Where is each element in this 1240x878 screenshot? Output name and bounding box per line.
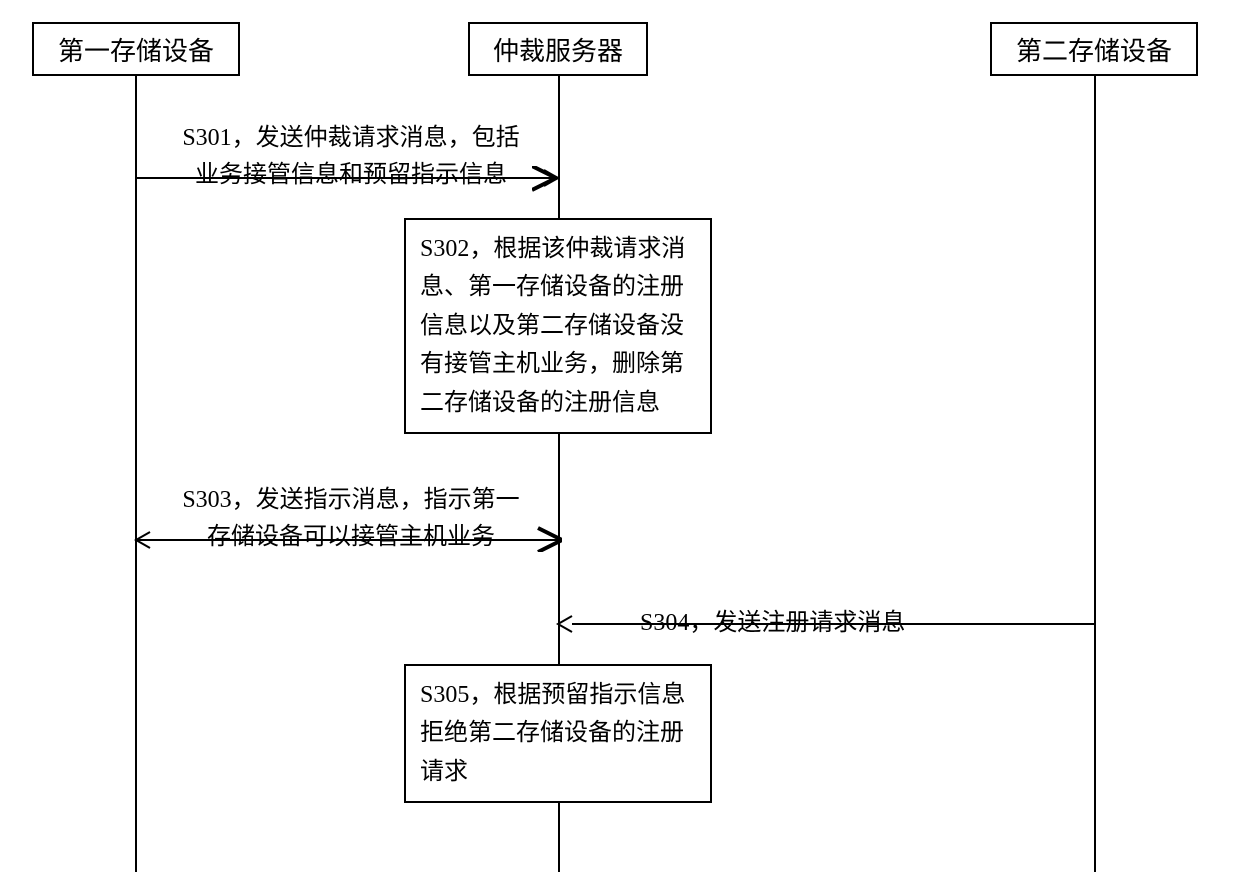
msg-s301: S301，发送仲裁请求消息，包括 业务接管信息和预留指示信息 — [156, 120, 546, 194]
step-line: S305，根据预留指示信息 — [420, 676, 696, 714]
msg-line: 业务接管信息和预留指示信息 — [156, 157, 546, 194]
step-line: 息、第一存储设备的注册 — [420, 268, 696, 306]
lifeline-second-storage — [1094, 76, 1096, 872]
step-s305: S305，根据预留指示信息 拒绝第二存储设备的注册 请求 — [404, 664, 712, 803]
step-s302: S302，根据该仲裁请求消 息、第一存储设备的注册 信息以及第二存储设备没 有接… — [404, 218, 712, 434]
msg-line: 存储设备可以接管主机业务 — [156, 519, 546, 556]
step-line: 有接管主机业务，删除第 — [420, 345, 696, 383]
msg-s304: S304，发送注册请求消息 — [640, 605, 960, 642]
sequence-diagram: 第一存储设备 仲裁服务器 第二存储设备 S — [0, 0, 1240, 878]
actor-second-storage: 第二存储设备 — [990, 22, 1198, 76]
step-line: S302，根据该仲裁请求消 — [420, 230, 696, 268]
actor-arbiter-server: 仲裁服务器 — [468, 22, 648, 76]
msg-line: S304，发送注册请求消息 — [640, 605, 960, 642]
step-line: 二存储设备的注册信息 — [420, 384, 696, 422]
step-line: 请求 — [420, 753, 696, 791]
actor-label: 仲裁服务器 — [493, 31, 623, 68]
step-line: 拒绝第二存储设备的注册 — [420, 714, 696, 752]
actor-label: 第一存储设备 — [58, 31, 214, 68]
actor-label: 第二存储设备 — [1016, 31, 1172, 68]
msg-s303: S303，发送指示消息，指示第一 存储设备可以接管主机业务 — [156, 482, 546, 556]
lifeline-first-storage — [135, 76, 137, 872]
msg-line: S303，发送指示消息，指示第一 — [156, 482, 546, 519]
step-line: 信息以及第二存储设备没 — [420, 307, 696, 345]
actor-first-storage: 第一存储设备 — [32, 22, 240, 76]
msg-line: S301，发送仲裁请求消息，包括 — [156, 120, 546, 157]
